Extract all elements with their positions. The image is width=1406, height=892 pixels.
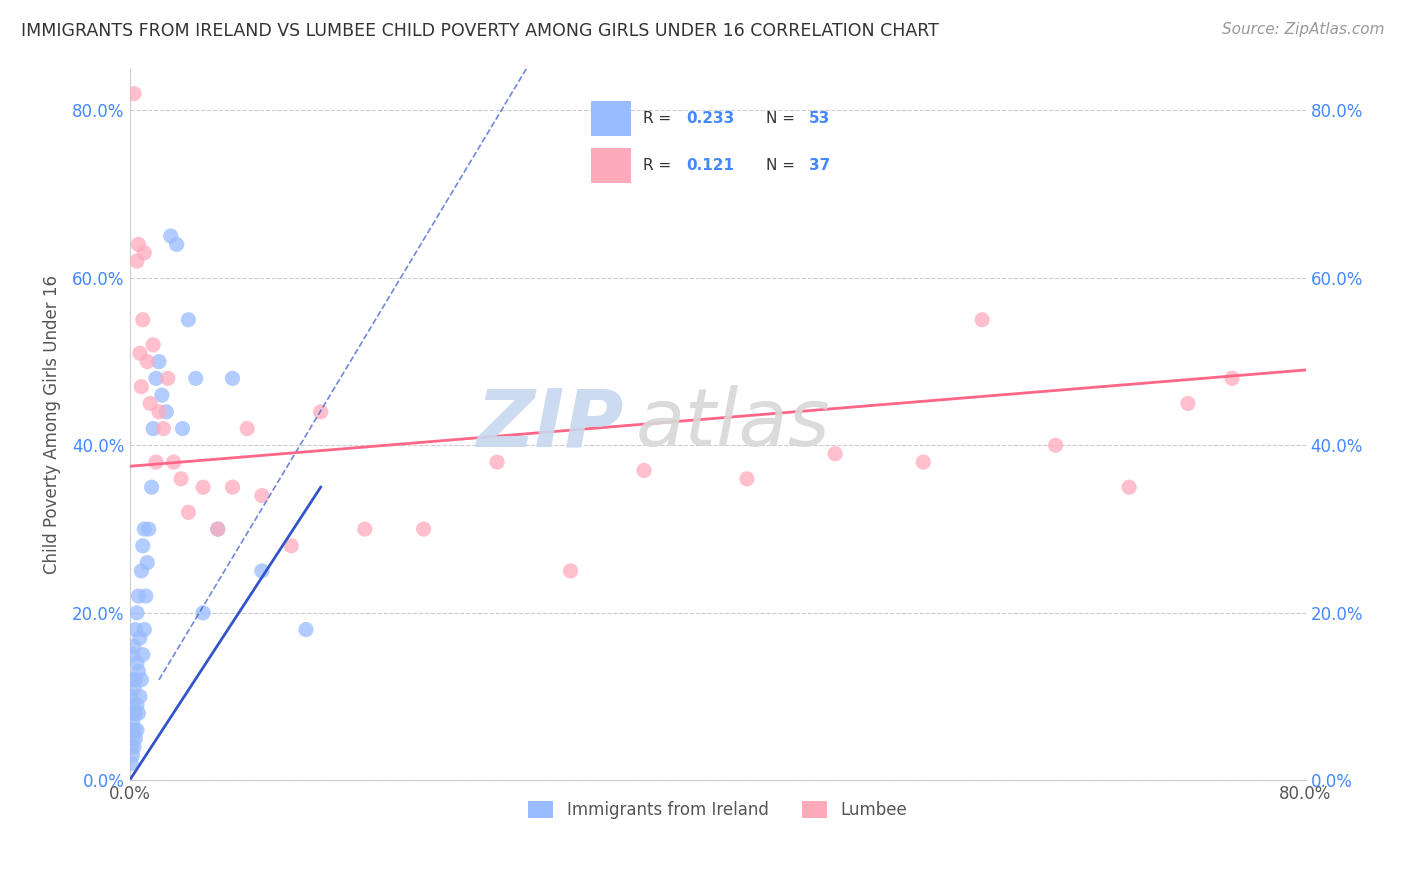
Point — [1177, 396, 1199, 410]
Text: Source: ZipAtlas.com: Source: ZipAtlas.com — [1222, 22, 1385, 37]
Point — [412, 522, 434, 536]
Point — [122, 681, 145, 696]
Point — [139, 396, 162, 410]
Point — [145, 455, 167, 469]
Point — [125, 656, 148, 670]
Point — [735, 472, 758, 486]
Point — [148, 405, 170, 419]
Point — [124, 623, 146, 637]
Point — [124, 731, 146, 746]
Point — [1045, 438, 1067, 452]
Point — [191, 480, 214, 494]
Point — [122, 87, 145, 101]
Point — [184, 371, 207, 385]
Point — [125, 723, 148, 737]
Point — [132, 312, 155, 326]
Point — [136, 556, 159, 570]
Text: atlas: atlas — [636, 385, 830, 464]
Point — [309, 405, 332, 419]
Point — [124, 706, 146, 721]
Point — [155, 405, 177, 419]
Point — [912, 455, 935, 469]
Point — [125, 606, 148, 620]
Point — [121, 673, 143, 687]
Point — [1220, 371, 1243, 385]
Point — [142, 338, 165, 352]
Point — [486, 455, 509, 469]
Point — [150, 388, 173, 402]
Point — [124, 673, 146, 687]
Point — [120, 690, 142, 704]
Point — [166, 237, 188, 252]
Point — [633, 463, 655, 477]
Point — [120, 723, 142, 737]
Point — [122, 706, 145, 721]
Point — [148, 354, 170, 368]
Point — [131, 564, 153, 578]
Point — [156, 371, 179, 385]
Point — [177, 505, 200, 519]
Point — [142, 421, 165, 435]
Point — [134, 623, 156, 637]
Point — [127, 665, 149, 679]
Point — [120, 739, 142, 754]
Point — [135, 589, 157, 603]
Text: IMMIGRANTS FROM IRELAND VS LUMBEE CHILD POVERTY AMONG GIRLS UNDER 16 CORRELATION: IMMIGRANTS FROM IRELAND VS LUMBEE CHILD … — [21, 22, 939, 40]
Point — [163, 455, 186, 469]
Point — [250, 489, 273, 503]
Point — [191, 606, 214, 620]
Point — [127, 237, 149, 252]
Point — [824, 447, 846, 461]
Point — [250, 564, 273, 578]
Point — [134, 245, 156, 260]
Point — [128, 690, 150, 704]
Point — [560, 564, 582, 578]
Point — [127, 706, 149, 721]
Point — [177, 312, 200, 326]
Point — [127, 589, 149, 603]
Point — [221, 480, 243, 494]
Point — [172, 421, 194, 435]
Point — [207, 522, 229, 536]
Point — [122, 640, 145, 654]
Point — [170, 472, 193, 486]
Point — [152, 421, 174, 435]
Point — [120, 756, 142, 771]
Point — [138, 522, 160, 536]
Point — [122, 723, 145, 737]
Point — [295, 623, 318, 637]
Point — [122, 739, 145, 754]
Point — [1118, 480, 1140, 494]
Point — [972, 312, 994, 326]
Point — [121, 731, 143, 746]
Point — [159, 229, 181, 244]
Point — [221, 371, 243, 385]
Point — [131, 673, 153, 687]
Point — [132, 648, 155, 662]
Point — [141, 480, 163, 494]
Point — [131, 380, 153, 394]
Point — [132, 539, 155, 553]
Point — [125, 698, 148, 712]
Point — [121, 714, 143, 729]
Point — [121, 698, 143, 712]
Point — [207, 522, 229, 536]
Point — [128, 346, 150, 360]
Point — [145, 371, 167, 385]
Point — [128, 631, 150, 645]
Legend: Immigrants from Ireland, Lumbee: Immigrants from Ireland, Lumbee — [522, 794, 914, 825]
Point — [236, 421, 259, 435]
Text: ZIP: ZIP — [477, 385, 623, 464]
Point — [280, 539, 302, 553]
Point — [134, 522, 156, 536]
Y-axis label: Child Poverty Among Girls Under 16: Child Poverty Among Girls Under 16 — [44, 275, 60, 574]
Point — [121, 648, 143, 662]
Point — [125, 254, 148, 268]
Point — [136, 354, 159, 368]
Point — [353, 522, 375, 536]
Point — [121, 748, 143, 763]
